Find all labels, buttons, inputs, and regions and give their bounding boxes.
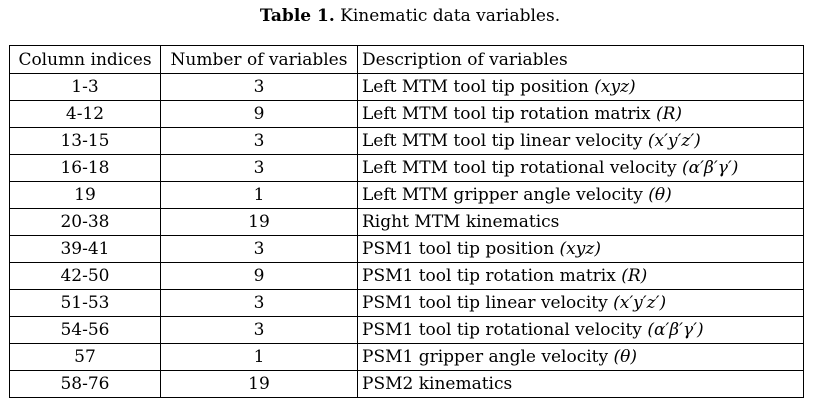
cell-description: Left MTM tool tip rotation matrix (R) — [357, 100, 804, 128]
table-row: 1-3 3 Left MTM tool tip position (xyz) — [9, 73, 804, 101]
cell-indices: 20-38 — [9, 208, 161, 236]
description-text: PSM1 gripper angle velocity — [362, 347, 614, 367]
cell-count: 1 — [160, 343, 358, 371]
cell-description: PSM1 tool tip position (xyz) — [357, 235, 804, 263]
description-text: PSM1 tool tip rotation matrix — [362, 266, 622, 286]
table-row: 54-56 3 PSM1 tool tip rotational velocit… — [9, 316, 804, 344]
column-header-count: Number of variables — [160, 45, 358, 74]
cell-description: PSM1 tool tip rotational velocity (α′β′γ… — [357, 316, 804, 344]
description-math: (R) — [621, 266, 648, 286]
description-math: (α′β′γ′) — [647, 320, 704, 340]
cell-count: 9 — [160, 262, 358, 290]
cell-description: Left MTM tool tip linear velocity (x′y′z… — [357, 127, 804, 155]
table-row: 16-18 3 Left MTM tool tip rotational vel… — [9, 154, 804, 182]
cell-count: 3 — [160, 73, 358, 101]
column-header-description: Description of variables — [357, 45, 804, 74]
table-caption: Table 1. Kinematic data variables. — [0, 4, 820, 28]
table-row: 58-76 19 PSM2 kinematics — [9, 370, 804, 398]
cell-description: Left MTM gripper angle velocity (θ) — [357, 181, 804, 209]
cell-count: 19 — [160, 208, 358, 236]
cell-description: PSM1 tool tip linear velocity (x′y′z′) — [357, 289, 804, 317]
description-text: Left MTM tool tip rotation matrix — [362, 104, 656, 124]
cell-count: 3 — [160, 127, 358, 155]
table-row: 19 1 Left MTM gripper angle velocity (θ) — [9, 181, 804, 209]
cell-count: 1 — [160, 181, 358, 209]
description-math: (x′y′z′) — [647, 131, 701, 151]
cell-description: Left MTM tool tip rotational velocity (α… — [357, 154, 804, 182]
caption-text: Kinematic data variables. — [334, 6, 561, 26]
description-text: Left MTM tool tip position — [362, 77, 595, 97]
cell-indices: 13-15 — [9, 127, 161, 155]
cell-indices: 1-3 — [9, 73, 161, 101]
description-text: PSM1 tool tip rotational velocity — [362, 320, 648, 340]
description-math: (xyz) — [594, 77, 636, 97]
table-header-row: Column indices Number of variables Descr… — [9, 45, 804, 74]
table-row: 13-15 3 Left MTM tool tip linear velocit… — [9, 127, 804, 155]
description-math: (x′y′z′) — [613, 293, 667, 313]
cell-indices: 51-53 — [9, 289, 161, 317]
cell-indices: 39-41 — [9, 235, 161, 263]
cell-description: PSM1 gripper angle velocity (θ) — [357, 343, 804, 371]
cell-count: 9 — [160, 100, 358, 128]
table-row: 51-53 3 PSM1 tool tip linear velocity (x… — [9, 289, 804, 317]
column-header-indices: Column indices — [9, 45, 161, 74]
cell-indices: 58-76 — [9, 370, 161, 398]
description-text: PSM1 tool tip position — [362, 239, 560, 259]
description-math: (R) — [655, 104, 683, 124]
description-text: Left MTM tool tip rotational velocity — [362, 158, 683, 178]
description-math: (θ) — [613, 347, 638, 367]
table-row: 42-50 9 PSM1 tool tip rotation matrix (R… — [9, 262, 804, 290]
table-row: 4-12 9 Left MTM tool tip rotation matrix… — [9, 100, 804, 128]
description-math: (α′β′γ′) — [682, 158, 739, 178]
description-text: PSM1 tool tip linear velocity — [362, 293, 614, 313]
description-text: Left MTM tool tip linear velocity — [362, 131, 648, 151]
table-row: 39-41 3 PSM1 tool tip position (xyz) — [9, 235, 804, 263]
cell-description: PSM2 kinematics — [357, 370, 804, 398]
cell-indices: 16-18 — [9, 154, 161, 182]
cell-count: 3 — [160, 289, 358, 317]
description-math: (θ) — [648, 185, 672, 205]
cell-description: Left MTM tool tip position (xyz) — [357, 73, 804, 101]
table-row: 57 1 PSM1 gripper angle velocity (θ) — [9, 343, 804, 371]
description-text: PSM2 kinematics — [362, 374, 513, 394]
cell-count: 3 — [160, 235, 358, 263]
description-math: (xyz) — [559, 239, 601, 259]
description-text: Right MTM kinematics — [362, 212, 560, 232]
cell-description: PSM1 tool tip rotation matrix (R) — [357, 262, 804, 290]
cell-indices: 4-12 — [9, 100, 161, 128]
cell-indices: 54-56 — [9, 316, 161, 344]
description-text: Left MTM gripper angle velocity — [362, 185, 649, 205]
kinematic-data-table: Column indices Number of variables Descr… — [9, 45, 804, 398]
cell-indices: 57 — [9, 343, 161, 371]
cell-indices: 42-50 — [9, 262, 161, 290]
cell-indices: 19 — [9, 181, 161, 209]
table-row: 20-38 19 Right MTM kinematics — [9, 208, 804, 236]
cell-count: 3 — [160, 154, 358, 182]
cell-count: 3 — [160, 316, 358, 344]
caption-label: Table 1. — [259, 6, 335, 26]
cell-count: 19 — [160, 370, 358, 398]
cell-description: Right MTM kinematics — [357, 208, 804, 236]
